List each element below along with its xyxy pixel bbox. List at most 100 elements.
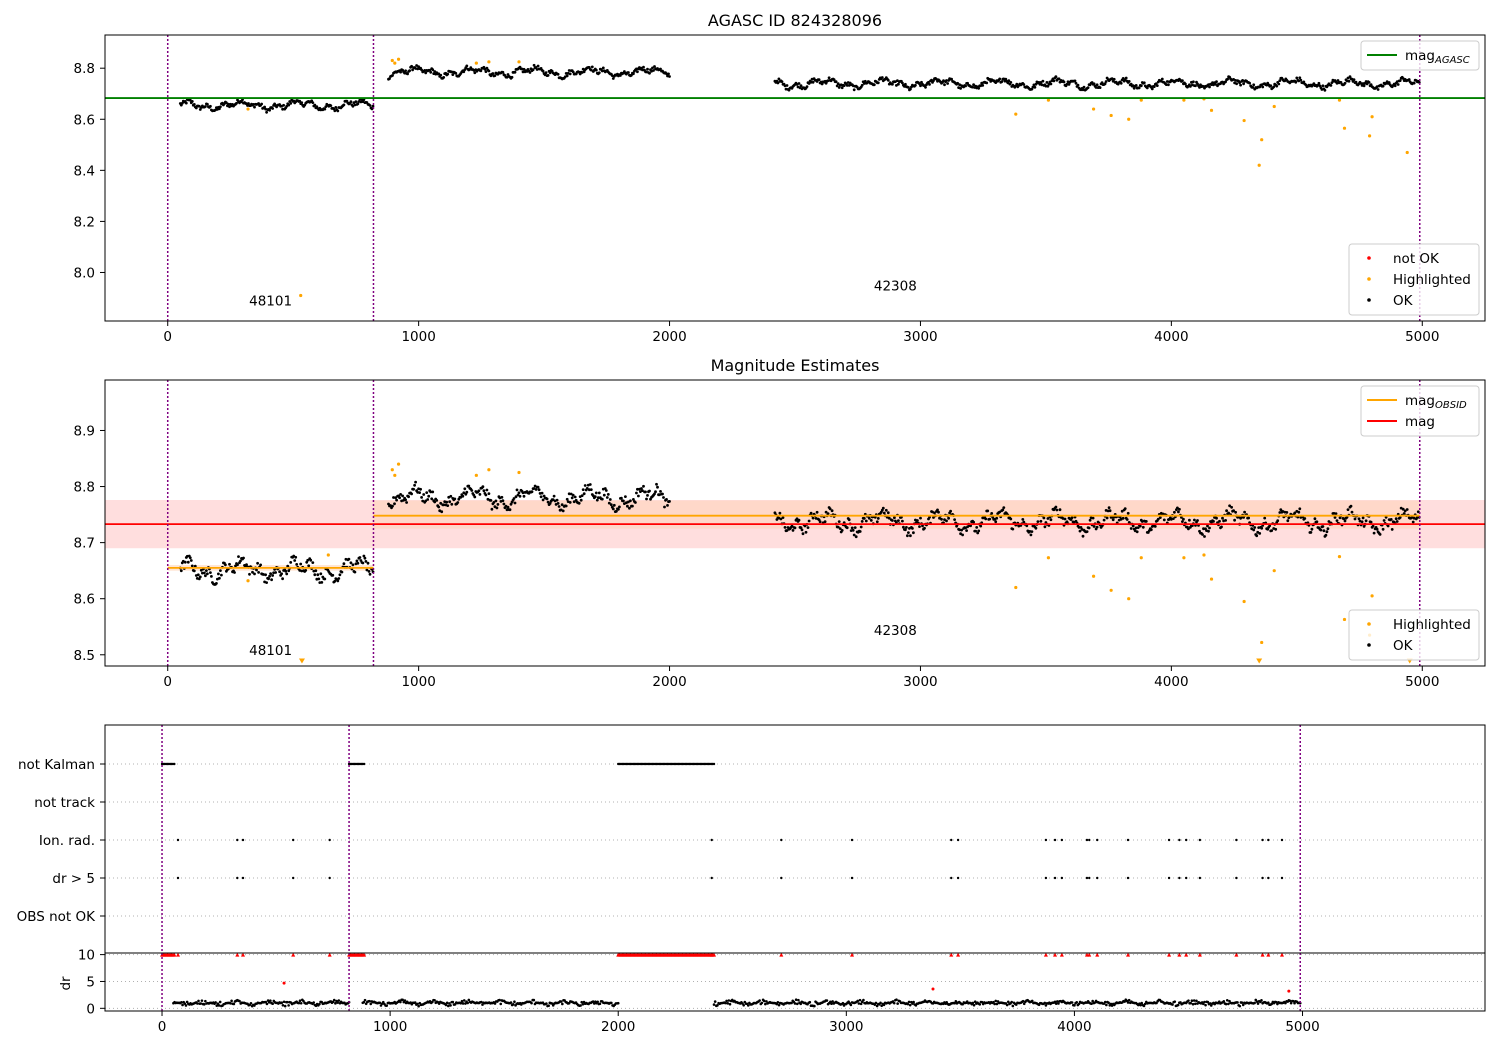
ok-point — [1124, 76, 1128, 80]
dr-ok-point — [1191, 1002, 1195, 1006]
ok-point — [847, 518, 851, 522]
ok-point — [854, 535, 858, 539]
ok-point — [463, 487, 467, 491]
dr-ok-point — [417, 1004, 420, 1008]
x-tick-label: 5000 — [1405, 329, 1439, 345]
dr-ok-point — [184, 1004, 188, 1007]
ok-point — [336, 109, 340, 113]
dr-ok-point — [813, 1004, 816, 1008]
dr-clipped-marker — [1087, 952, 1092, 957]
ion-rad-point — [1060, 838, 1064, 842]
ok-point — [427, 494, 431, 498]
ok-point — [215, 582, 218, 585]
ok-point — [886, 511, 890, 515]
ok-point — [317, 577, 321, 581]
dr-tick-label: 10 — [78, 948, 95, 964]
ion-rad-point — [1267, 838, 1270, 842]
dr-ok-point — [561, 1002, 564, 1006]
ok-point — [565, 497, 569, 501]
ok-point — [265, 581, 268, 584]
ok-point — [864, 519, 868, 523]
ok-point — [589, 488, 593, 491]
dr-ok-point — [875, 1004, 879, 1008]
ok-point — [391, 74, 394, 77]
ok-point — [581, 488, 585, 491]
dr-gt-5-point — [1088, 876, 1091, 880]
ok-point — [1395, 520, 1399, 523]
ok-point — [278, 570, 281, 574]
ok-point — [974, 529, 978, 533]
ok-point — [370, 107, 374, 111]
ok-point — [918, 525, 921, 528]
ok-point — [806, 526, 810, 529]
ok-point — [236, 563, 239, 567]
ok-point — [489, 499, 493, 502]
ion-rad-point — [1044, 838, 1048, 842]
ok-point — [546, 500, 550, 504]
ok-point — [1226, 77, 1229, 81]
dr-ok-point — [462, 999, 466, 1002]
ok-point — [907, 86, 910, 89]
dr-ok-point — [217, 1004, 221, 1007]
ok-point — [568, 72, 572, 76]
ok-point — [263, 105, 266, 109]
dr-ok-point — [218, 1000, 222, 1004]
ok-point — [478, 493, 482, 496]
ok-point — [395, 498, 398, 502]
ok-point — [1176, 506, 1179, 510]
dr-ok-point — [287, 1004, 290, 1007]
ok-point — [1297, 510, 1301, 514]
dr-ok-point — [580, 1000, 584, 1004]
flag-row-label: dr > 5 — [52, 871, 95, 887]
ok-point — [313, 573, 317, 577]
dr-ok-point — [200, 999, 204, 1002]
ok-point — [1357, 517, 1361, 521]
ok-point — [424, 499, 428, 503]
offscale-marker — [1256, 658, 1263, 664]
ok-point — [1350, 510, 1354, 514]
dr-ok-point — [433, 998, 436, 1002]
ok-point — [1279, 508, 1283, 511]
ok-point — [624, 495, 627, 498]
highlighted-point — [393, 61, 397, 65]
ok-point — [1208, 85, 1211, 89]
ok-point — [1326, 527, 1330, 531]
ok-point — [209, 104, 212, 108]
dr-gt-5-point — [950, 876, 953, 880]
ok-point — [837, 520, 841, 523]
ok-point — [394, 496, 397, 500]
ok-point — [188, 556, 192, 560]
dr-gt-5-point — [1280, 876, 1284, 880]
ok-point — [1135, 530, 1139, 534]
dr-gt-5-point — [1235, 876, 1238, 880]
ok-point — [811, 516, 815, 520]
ok-point — [196, 573, 200, 577]
dr-ok-point — [312, 1001, 316, 1004]
ok-point — [984, 517, 988, 521]
dr-ok-point — [1022, 1002, 1026, 1006]
ok-point — [1389, 518, 1393, 521]
dr-ok-point — [280, 1001, 284, 1005]
ok-point — [1136, 526, 1140, 529]
ok-point — [830, 509, 834, 513]
ok-point — [484, 70, 488, 73]
dr-ok-point — [1127, 998, 1131, 1002]
ok-point — [479, 69, 483, 73]
ok-point — [867, 516, 871, 520]
dr-ok-point — [185, 1000, 189, 1004]
ok-point — [268, 574, 271, 578]
ok-point — [1067, 83, 1071, 86]
dr-ok-point — [610, 1001, 613, 1005]
ok-point — [1255, 534, 1259, 538]
dr-ok-point — [1292, 999, 1295, 1003]
ok-point — [353, 570, 357, 574]
panel-magnitude-estimates: Magnitude Estimates 48101 42308 0 1000 2000… — [74, 356, 1486, 690]
dr-ok-point — [298, 999, 302, 1003]
ok-point — [862, 517, 866, 520]
ok-point — [453, 497, 457, 501]
dr-ok-point — [283, 1004, 287, 1008]
ok-point — [834, 80, 838, 84]
ok-point — [513, 70, 517, 74]
ok-point — [626, 504, 629, 508]
ok-point — [192, 569, 196, 573]
